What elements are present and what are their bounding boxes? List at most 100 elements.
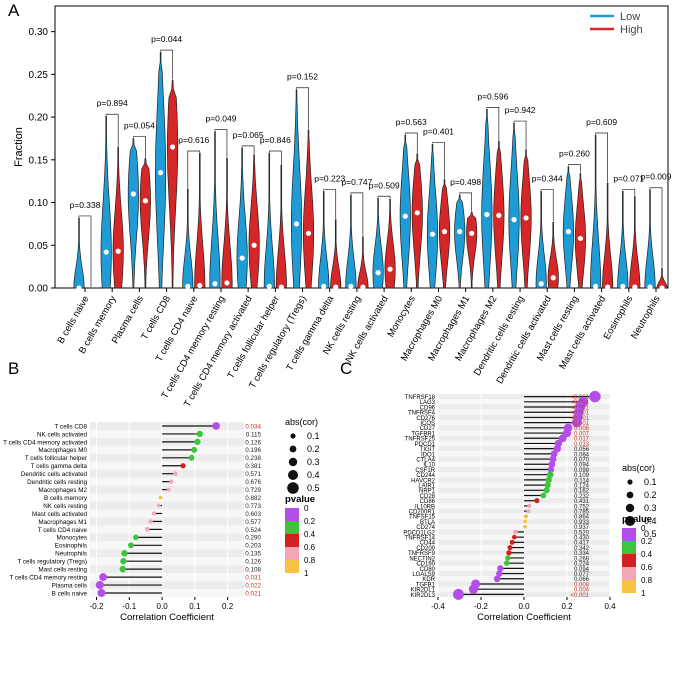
- violin-low: [236, 147, 248, 289]
- row-pvalue: 0.094: [574, 463, 590, 469]
- legend-size-dot: [625, 503, 635, 513]
- lollipop-dot: [194, 438, 201, 445]
- lollipop-row: NECTIN2 0.268: [409, 555, 590, 562]
- legend-color-swatch: [622, 528, 636, 541]
- lollipop-row: LAIR1 0.124: [418, 481, 590, 489]
- violin-group: p=0.942: [505, 105, 536, 289]
- row-label: TNFRSF18: [405, 395, 436, 401]
- x-tick-label: -0.2: [90, 602, 104, 611]
- row-label: CD160: [416, 562, 435, 568]
- p-value-label: p=0.616: [178, 135, 209, 145]
- row-pvalue: <0.001: [570, 421, 589, 427]
- violin-high-median: [278, 284, 284, 290]
- lollipop-dot: [496, 570, 503, 577]
- violin-low: [100, 115, 112, 289]
- row-pvalue: 0.162: [574, 489, 590, 495]
- lollipop-row: T cells CD4 memory activated 0.126: [3, 438, 261, 446]
- legend-size-dot: [626, 491, 634, 499]
- legend-color-swatch: [285, 521, 299, 534]
- row-label: CD86: [420, 499, 436, 505]
- violin-high-median: [605, 284, 611, 290]
- p-bracket: [105, 113, 119, 146]
- p-value-label: p=0.894: [97, 98, 128, 108]
- violin-group: p=0.609: [586, 117, 617, 290]
- lollipop-dot: [511, 534, 517, 540]
- p-bracket: [78, 215, 92, 287]
- lollipop-dot: [544, 481, 551, 489]
- violin-low: [73, 217, 85, 289]
- row-pvalue: 0.066: [574, 577, 590, 583]
- violin-high-median: [224, 280, 230, 286]
- legend-color-swatch: [285, 547, 299, 560]
- row-label: TNFSF15: [409, 515, 436, 521]
- row-label: TIGIT: [420, 447, 436, 453]
- violin-high: [112, 146, 124, 289]
- legend-title: abs(cor): [285, 417, 318, 427]
- violin-low-median: [565, 229, 572, 235]
- row-label: IDO1: [421, 452, 436, 458]
- p-bracket: [622, 189, 636, 196]
- violin-high-median: [659, 285, 665, 291]
- legend-size-dot: [288, 470, 298, 480]
- row-pvalue: 0.417: [574, 541, 590, 547]
- lollipop-row: Mast cells activated 0.603: [32, 511, 261, 518]
- lollipop-row: CD200R1 0.785: [409, 509, 590, 516]
- row-pvalue: 0.126: [245, 559, 261, 566]
- lollipop-row: TNFSF15 0.864: [409, 514, 590, 521]
- violin-low: [182, 188, 194, 289]
- row-pvalue: 0.773: [245, 503, 261, 510]
- violin-high: [466, 211, 478, 289]
- violin-high: [629, 196, 641, 289]
- legend-color-label: 0: [641, 524, 646, 533]
- lollipop-dot: [95, 580, 104, 590]
- x-tick-label: 0.2: [222, 602, 234, 611]
- legend-size: abs(cor) 0.1 0.2 0.3 0.4 0.5: [285, 417, 320, 494]
- violin-group: p=0.344: [532, 173, 563, 289]
- row-pvalue: 0.334: [574, 551, 590, 557]
- lollipop-dot: [180, 463, 186, 469]
- row-pvalue: <0.001: [570, 593, 589, 599]
- x-tick-label: 0.0: [518, 602, 530, 611]
- row-label: T cells follicular helper: [25, 455, 87, 462]
- lollipop-dot: [513, 529, 518, 535]
- lollipop-row: HAVCR2 0.114: [411, 476, 590, 484]
- legend-size-label: 0.1: [307, 431, 320, 441]
- violin-high: [248, 154, 260, 289]
- row-label: Macrophages M0: [38, 447, 87, 454]
- violin-group: p=0.071: [613, 173, 645, 290]
- row-pvalue: 0.729: [245, 487, 261, 494]
- lollipop-dot: [172, 471, 178, 476]
- lollipop-dot: [527, 503, 532, 509]
- legend-color-label: 0.8: [641, 576, 653, 585]
- lollipop-row: TNFRSF9 0.334: [408, 550, 590, 557]
- p-bracket: [404, 132, 418, 153]
- row-label: LGALS9: [412, 572, 435, 578]
- p-value-label: p=0.596: [477, 91, 508, 101]
- lollipop-dot: [553, 444, 561, 453]
- row-pvalue: 0.094: [574, 567, 590, 573]
- violin-high: [411, 153, 423, 289]
- lollipop-row: PDCD1LG2 0.520: [403, 529, 590, 536]
- lollipop-dot: [504, 560, 510, 566]
- lollipop-dot: [526, 509, 531, 514]
- row-pvalue: 0.033: [574, 442, 590, 448]
- legend-color-label: 1: [304, 569, 309, 578]
- lollipop-dot: [509, 539, 515, 545]
- violin-low-median: [103, 249, 109, 255]
- row-pvalue: 0.603: [245, 511, 261, 518]
- row-label: Eosinophils: [55, 543, 87, 550]
- violin-low: [345, 194, 357, 289]
- violin-high-median: [577, 235, 584, 242]
- lollipop-dot: [121, 550, 128, 557]
- violin-high-median: [169, 144, 176, 150]
- lollipop-row: Dendritic cells activated 0.571: [21, 471, 262, 478]
- lollipop-dot: [523, 519, 527, 524]
- p-value-label: p=0.401: [423, 126, 454, 136]
- row-pvalue: 0.196: [245, 447, 261, 454]
- p-bracket: [187, 150, 201, 188]
- lollipop-row: NK cells resting 0.773: [43, 503, 261, 510]
- violin-group: p=0.338: [70, 200, 101, 291]
- legend-size-label: 0.5: [644, 529, 657, 539]
- legend-color-label: 0.2: [641, 537, 653, 546]
- lollipop-dot: [524, 514, 529, 519]
